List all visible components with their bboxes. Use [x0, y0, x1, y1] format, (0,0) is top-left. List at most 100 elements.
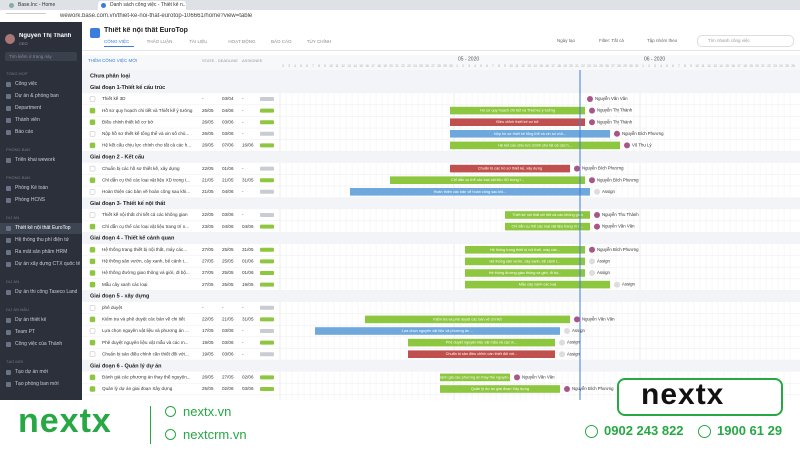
item-label: Triển khai wework	[15, 157, 56, 163]
start-date: -	[202, 305, 204, 310]
checkbox[interactable]	[89, 212, 96, 218]
start-date: 27/05	[202, 247, 214, 252]
footer-logo: nextx	[18, 402, 112, 440]
sidebar-item[interactable]: Team PT	[0, 327, 82, 338]
day-label: 4	[660, 64, 662, 68]
sidebar: Nguyễn Thị Thành CEO Tìm kiếm ở trang này T…	[0, 22, 82, 400]
site-link[interactable]: nextcrm.vn	[183, 427, 247, 442]
filter[interactable]: Filter: Tất cả	[599, 38, 624, 43]
browser-tab[interactable]: Base.Inc - Home	[6, 1, 94, 10]
checkbox[interactable]	[89, 247, 96, 253]
checkbox[interactable]	[89, 119, 96, 125]
sidebar-item[interactable]: Triển khai wework	[0, 155, 82, 166]
sidebar-item[interactable]: Công việc của Thành	[0, 339, 82, 350]
day-label: 12	[521, 64, 525, 68]
task-name: Đánh giá các phương án thay thế nguyên..…	[102, 375, 191, 380]
day-label: 15	[539, 64, 543, 68]
checkbox[interactable]	[89, 316, 96, 323]
sidebar-search[interactable]: Tìm kiếm ở trang này	[5, 52, 77, 61]
site-link[interactable]: nextx.vn	[183, 404, 232, 419]
user-role: CEO	[19, 41, 28, 46]
sidebar-item[interactable]: Hệ thống thu phí điện tử	[0, 235, 82, 246]
checkbox[interactable]	[89, 177, 96, 183]
day-label: 4	[294, 64, 296, 68]
bar-label: Hoàn thiện các bản vẽ hoàn công sau khi.…	[434, 190, 507, 194]
sidebar-item[interactable]: Công việc	[0, 79, 82, 90]
checkbox[interactable]	[89, 142, 96, 149]
quick-search[interactable]: Tìm nhanh công việc	[697, 35, 794, 47]
item-icon	[6, 186, 11, 191]
item-label: Thành viên	[15, 117, 40, 123]
sidebar-item[interactable]: Thành viên	[0, 115, 82, 126]
task-name: Kiểm tra và phê duyệt các bản vẽ chi tiế…	[102, 316, 185, 322]
sidebar-item[interactable]: Phòng HCNS	[0, 195, 82, 206]
project-title: Thiết kế nội thất EuroTop	[104, 27, 188, 34]
header-tab[interactable]: HOẠT ĐỘNG	[228, 39, 256, 44]
day-label: 20	[755, 64, 759, 68]
header-tab[interactable]: TÀI LIỆU	[189, 39, 208, 44]
gantt: THÊM CÔNG VIỆC MỚI STATE - DEADLINE ASSIGN…	[82, 55, 800, 400]
checkbox[interactable]	[89, 351, 96, 357]
day-label: 18	[743, 64, 747, 68]
gantt-bar	[315, 327, 560, 335]
day-label: 5	[300, 64, 302, 68]
item-icon	[6, 370, 11, 375]
gantt-bar	[450, 130, 610, 138]
day-label: 11	[701, 64, 705, 68]
checkbox[interactable]	[89, 305, 96, 311]
header-tab[interactable]: CÔNG VIỆC	[104, 39, 130, 44]
checkbox[interactable]	[89, 328, 96, 334]
sidebar-item[interactable]: Department	[0, 103, 82, 114]
day-label: 17	[371, 64, 375, 68]
bar-label: Điều chỉnh thiết kế cơ bở	[496, 120, 539, 124]
sidebar-item[interactable]: Phòng Kế toán	[0, 183, 82, 194]
checkbox[interactable]	[89, 281, 96, 288]
item-label: Ra mắt sản phẩm HRM	[15, 249, 68, 255]
checkbox[interactable]	[89, 107, 96, 114]
checkbox[interactable]	[89, 339, 96, 346]
assignee-avatar	[589, 258, 595, 265]
globe-icon	[165, 406, 176, 417]
checkbox[interactable]	[89, 386, 96, 392]
checkbox[interactable]	[89, 374, 96, 381]
checkbox[interactable]	[89, 223, 96, 230]
tab-title: Danh sách công việc - Thiết kế n...	[110, 2, 186, 8]
sidebar-item[interactable]: Tạo dự án mới	[0, 367, 82, 378]
bar-label: Phê duyệt nguyên liệu vật mẫu và các m..…	[446, 340, 518, 345]
day-label: 14	[719, 64, 723, 68]
assignee-avatar	[594, 188, 600, 195]
sidebar-item[interactable]: Ra mắt sản phẩm HRM	[0, 247, 82, 258]
checkbox[interactable]	[89, 131, 96, 137]
assignee: Nguyễn Bích Phương	[597, 177, 639, 182]
url[interactable]: wework.base.com.vn/thiet-ke-noi-that-eur…	[60, 13, 253, 19]
sidebar-item[interactable]: Dự án thi công Taseco Land	[0, 287, 82, 298]
task-name: Thiết kế 3D	[102, 96, 126, 101]
day-label: 9	[504, 64, 506, 68]
header-tab[interactable]: BÁO CÁO	[271, 39, 292, 44]
sidebar-item[interactable]: Dự án & phòng ban	[0, 91, 82, 102]
checkbox[interactable]	[89, 189, 96, 195]
header-tab[interactable]: THẢO LUẬN	[146, 39, 173, 44]
browser-tab[interactable]: Danh sách công việc - Thiết kế n...	[98, 1, 186, 10]
sort[interactable]: Ngày tạo	[557, 38, 576, 43]
checkbox[interactable]	[89, 96, 96, 102]
checkbox[interactable]	[89, 270, 96, 276]
header-tab[interactable]: TÙY CHỈNH	[306, 39, 332, 44]
deadline: 03/06	[222, 351, 234, 356]
sidebar-item[interactable]: Dự án thiết kế	[0, 315, 82, 326]
item-label: Department	[15, 105, 42, 111]
group-by[interactable]: Tập nhóm theo	[647, 38, 678, 43]
task-name: Lựa chọn nguyên vật liệu và phương án ..…	[102, 328, 189, 333]
day-label: 23	[773, 64, 777, 68]
sidebar-item[interactable]: Thiết kế nội thất EuroTop	[0, 223, 82, 234]
month-label: 06 - 2020	[644, 56, 665, 62]
assignee-avatar	[589, 270, 595, 276]
sidebar-item[interactable]: Dự án xây dựng CTX quốc tế	[0, 259, 82, 270]
checkbox[interactable]	[89, 258, 96, 265]
sidebar-item[interactable]: Tạo phòng ban mới	[0, 379, 82, 390]
checkbox[interactable]	[89, 165, 96, 172]
deadline: -	[222, 305, 224, 310]
sidebar-item[interactable]: Báo cáo	[0, 127, 82, 138]
gantt-bar	[450, 141, 620, 150]
finish-date: 19/05	[242, 282, 254, 287]
